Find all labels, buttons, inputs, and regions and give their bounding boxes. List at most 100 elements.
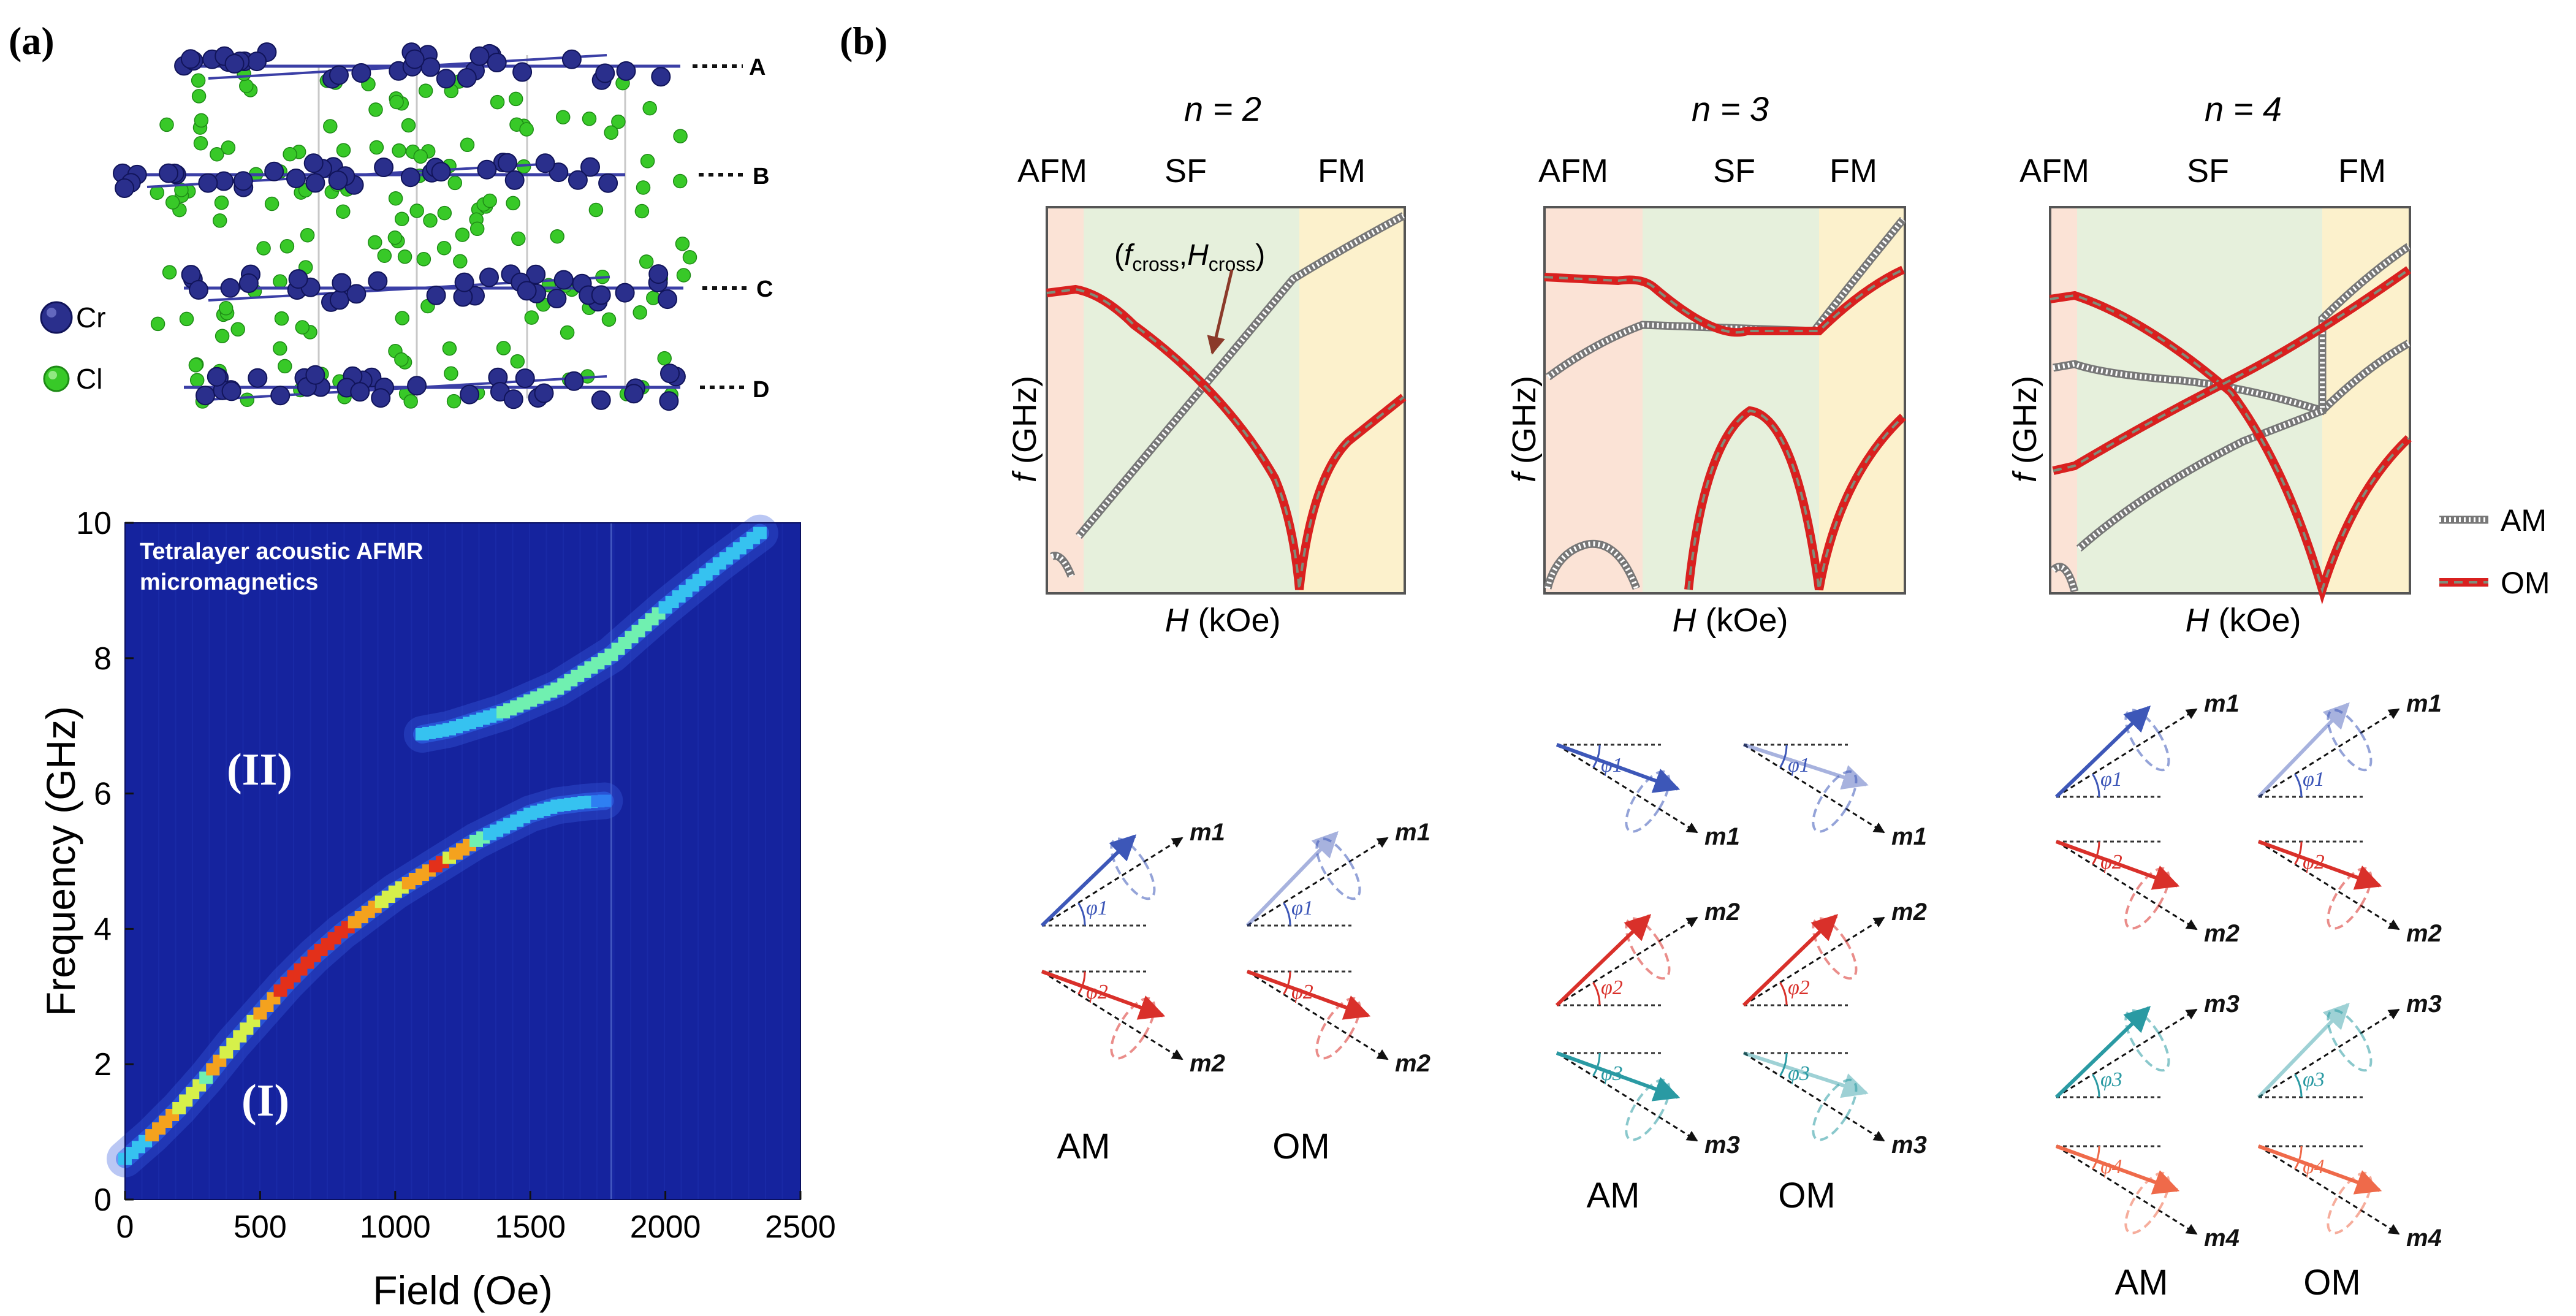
precession-diagram-m1: φ1 m1 bbox=[2054, 690, 2240, 799]
angle-label: φ4 bbox=[2303, 1155, 2325, 1178]
phase-sf-label: SF bbox=[1165, 153, 1207, 189]
angle-label: φ3 bbox=[2303, 1068, 2325, 1091]
column-label-om: OM bbox=[1272, 1127, 1329, 1166]
layer-label-d: D bbox=[753, 377, 769, 403]
x-tick-label: 500 bbox=[234, 1209, 287, 1245]
angle-label: φ2 bbox=[2100, 851, 2122, 873]
mode-legend: AM OM bbox=[2439, 503, 2550, 600]
om-legend-label: OM bbox=[2501, 566, 2550, 600]
angle-label: φ1 bbox=[1601, 754, 1623, 777]
branch-label-i: (I) bbox=[241, 1076, 289, 1126]
precession-diagram-m3: φ3 m3 bbox=[2257, 991, 2442, 1099]
x-axis-label: H (kOe) bbox=[1672, 602, 1788, 639]
precession-diagram-m2: φ2 m2 bbox=[2257, 840, 2442, 947]
moment-label: m3 bbox=[2406, 991, 2442, 1017]
moment-label: m1 bbox=[1891, 823, 1927, 850]
heatmap-cell bbox=[753, 527, 767, 539]
precession-diagram-m2: φ2 m2 bbox=[1742, 899, 1927, 1007]
panel-a-label: (a) bbox=[9, 19, 55, 63]
angle-label: φ2 bbox=[1601, 976, 1623, 999]
precession-diagram-m3: φ3 m3 bbox=[2054, 991, 2240, 1099]
precession-diagram-m2: φ2 m2 bbox=[1246, 970, 1430, 1077]
heatmap-axes: 0 500 1000 1500 2000 2500 0 2 4 6 8 10 bbox=[76, 506, 836, 1245]
precession-diagrams: φ1 m1 φ1 m1 φ2 m2 φ2 m2 φ1 m1 φ1 m1 φ2 m2 φ2 m2 φ3 m3 φ3 m3… bbox=[1040, 690, 2442, 1252]
precession-diagram-m2: φ2 m2 bbox=[1555, 899, 1740, 1007]
moment-label: m2 bbox=[1190, 1050, 1225, 1077]
dispersion-plot-n3: n = 3 AFM SF FM f (GHz) H (kOe) bbox=[1506, 89, 1907, 639]
panel-b-label: (b) bbox=[840, 19, 887, 63]
x-tick-label: 2500 bbox=[765, 1209, 836, 1245]
n-label: n = 4 bbox=[2205, 89, 2282, 128]
moment-label: m4 bbox=[2406, 1225, 2442, 1252]
precession-diagram-m1: φ1 m1 bbox=[1245, 819, 1430, 927]
precession-diagram-m1: φ1 m1 bbox=[1556, 743, 1740, 850]
n-label: n = 2 bbox=[1184, 89, 1261, 128]
precession-diagram-m3: φ3 m3 bbox=[1556, 1051, 1740, 1158]
y-tick-label: 4 bbox=[94, 911, 112, 947]
cr-atom-icon bbox=[40, 301, 73, 334]
y-axis-label: f (GHz) bbox=[1506, 376, 1543, 482]
moment-label: m1 bbox=[1704, 823, 1740, 850]
angle-label: φ2 bbox=[2303, 851, 2325, 873]
layer-label-a: A bbox=[749, 55, 766, 80]
x-tick-label: 1000 bbox=[360, 1209, 431, 1245]
legend-cr-label: Cr bbox=[76, 302, 106, 333]
y-tick-label: 10 bbox=[76, 506, 112, 541]
angle-label: φ1 bbox=[1291, 897, 1313, 919]
precession-diagram-m1: φ1 m1 bbox=[1040, 819, 1225, 927]
moment-label: m2 bbox=[1395, 1050, 1430, 1077]
precession-diagram-m1: φ1 m1 bbox=[2257, 690, 2442, 799]
am-legend-label: AM bbox=[2501, 503, 2547, 538]
y-tick-label: 8 bbox=[94, 641, 112, 677]
y-tick-label: 6 bbox=[94, 777, 112, 812]
layer-label-c: C bbox=[756, 276, 773, 302]
y-axis-label: f (GHz) bbox=[1006, 376, 1043, 482]
phase-afm-label: AFM bbox=[2019, 153, 2089, 189]
column-label-am: AM bbox=[2115, 1263, 2168, 1303]
cl-atom-icon bbox=[43, 365, 70, 392]
column-label-am: AM bbox=[1057, 1127, 1111, 1166]
angle-label: φ1 bbox=[1086, 897, 1108, 919]
y-tick-label: 2 bbox=[94, 1047, 112, 1082]
angle-label: φ2 bbox=[1291, 981, 1313, 1003]
phase-sf-label: SF bbox=[1713, 153, 1755, 189]
precession-diagram-m2: φ2 m2 bbox=[2055, 840, 2240, 947]
phase-fm-label: FM bbox=[1318, 153, 1366, 189]
moment-label: m3 bbox=[1704, 1132, 1740, 1158]
angle-label: φ1 bbox=[1788, 754, 1810, 777]
layer-label-b: B bbox=[753, 164, 769, 189]
precession-diagram-m4: φ4 m4 bbox=[2257, 1144, 2442, 1252]
angle-label: φ1 bbox=[2303, 768, 2325, 791]
branch-label-ii: (II) bbox=[227, 745, 292, 795]
am-mode-curve bbox=[2050, 563, 2079, 593]
legend-cl-label: Cl bbox=[76, 363, 102, 395]
column-label-om: OM bbox=[1778, 1176, 1835, 1215]
moment-label: m4 bbox=[2204, 1225, 2240, 1252]
moment-label: m2 bbox=[2406, 920, 2442, 947]
phase-afm-label: AFM bbox=[1538, 153, 1608, 189]
y-tick-label: 0 bbox=[94, 1182, 112, 1218]
angle-label: φ3 bbox=[1601, 1062, 1623, 1085]
heatmap-texture bbox=[124, 523, 783, 1200]
heatmap-title-line2: micromagnetics bbox=[140, 569, 318, 595]
n-label: n = 3 bbox=[1692, 89, 1769, 128]
precession-diagram-m4: φ4 m4 bbox=[2055, 1144, 2240, 1252]
phase-fm-label: FM bbox=[1829, 153, 1877, 189]
x-tick-label: 0 bbox=[116, 1209, 134, 1245]
phase-sf-label: SF bbox=[2187, 153, 2229, 189]
angle-label: φ2 bbox=[1086, 981, 1108, 1003]
moment-label: m1 bbox=[1190, 819, 1225, 846]
moment-label: m3 bbox=[1891, 1132, 1927, 1158]
moment-label: m2 bbox=[1891, 899, 1927, 926]
angle-label: φ4 bbox=[2100, 1155, 2122, 1178]
angle-label: φ3 bbox=[1788, 1062, 1810, 1085]
crystal-structure bbox=[113, 42, 697, 411]
x-axis-label: H (kOe) bbox=[1165, 602, 1280, 639]
x-tick-label: 2000 bbox=[630, 1209, 701, 1245]
dispersion-plot-n4: n = 4 AFM SF FM f (GHz) H (kOe) bbox=[2007, 89, 2412, 639]
angle-label: φ2 bbox=[1788, 976, 1810, 999]
angle-label: φ1 bbox=[2100, 768, 2122, 791]
moment-label: m2 bbox=[1704, 899, 1740, 926]
dispersion-plot-n2: n = 2 AFM SF FM (fcross,Hcross) f (GHz) … bbox=[1006, 89, 1407, 639]
